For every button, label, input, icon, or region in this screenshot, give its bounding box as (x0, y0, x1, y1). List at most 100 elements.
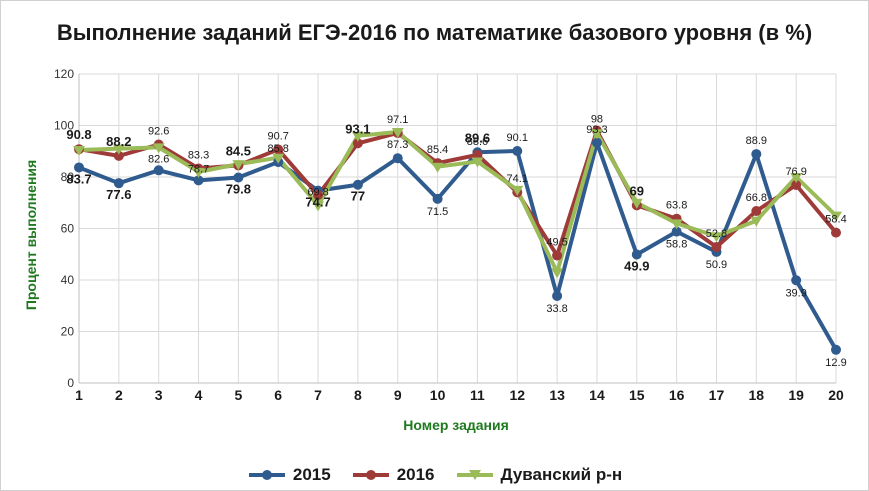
legend-label-2016: 2016 (396, 465, 435, 484)
data-label: 89.6 (465, 130, 490, 145)
legend-item-2016: 2016 (351, 465, 435, 485)
x-tick-label: 6 (274, 387, 282, 403)
series-line-0 (78, 140, 838, 351)
series-point-0 (791, 275, 802, 286)
series-point-0 (751, 149, 762, 160)
data-label: 82.6 (148, 153, 169, 165)
data-label: 74.1 (507, 173, 528, 185)
y-tick-label: 100 (54, 119, 74, 133)
series-point-2 (670, 219, 683, 230)
series-point-1 (313, 190, 324, 201)
series-point-2 (312, 201, 325, 212)
x-tick-label: 5 (234, 387, 242, 403)
data-label: 83.7 (66, 171, 91, 186)
series-point-0 (432, 193, 443, 204)
data-label: 69 (630, 183, 644, 198)
x-tick-label: 1 (75, 387, 83, 403)
data-label: 78.7 (188, 163, 209, 175)
data-label: 87.3 (387, 139, 408, 151)
x-tick-label: 2 (115, 387, 123, 403)
data-label: 88.2 (106, 134, 131, 149)
series-point-0 (591, 137, 602, 148)
series-point-0 (512, 145, 523, 156)
data-label: 58.4 (825, 214, 846, 226)
series-point-2 (830, 211, 842, 222)
x-tick-label: 12 (509, 387, 525, 403)
series-point-2 (391, 127, 404, 138)
series-point-2 (710, 232, 723, 243)
data-label: 98 (591, 114, 603, 126)
data-label: 49.9 (624, 259, 649, 274)
legend-item-duvansky: Дуванский р-н (455, 465, 623, 485)
legend-swatch-2016 (352, 470, 389, 480)
data-label: 49.5 (546, 237, 567, 249)
series-point-2 (590, 129, 603, 140)
series-point-2 (750, 216, 763, 227)
series-point-0 (193, 175, 204, 186)
data-label: 88.9 (746, 135, 767, 147)
data-label: 88.6 (467, 136, 488, 148)
x-tick-label: 8 (354, 387, 362, 403)
series-point-1 (352, 138, 363, 149)
series-point-1 (751, 205, 762, 216)
series-point-0 (552, 290, 563, 301)
series-point-2 (272, 153, 285, 164)
series-point-2 (152, 143, 165, 154)
x-tick-label: 9 (394, 387, 402, 403)
series-point-1 (273, 144, 284, 155)
x-tick-label: 7 (314, 387, 322, 403)
series-point-0 (831, 344, 841, 355)
x-tick-label: 18 (749, 387, 765, 403)
series-point-2 (471, 157, 484, 168)
x-tick-label: 17 (709, 387, 725, 403)
series-point-1 (113, 150, 124, 161)
series-point-2 (192, 167, 205, 178)
series-line-2 (78, 129, 838, 275)
data-label: 93.3 (586, 124, 607, 136)
legend-label-2015: 2015 (292, 465, 331, 484)
series-point-0 (671, 226, 682, 237)
data-label: 50.9 (706, 259, 727, 271)
data-label: 33.8 (546, 303, 567, 315)
data-label: 71.5 (427, 206, 448, 218)
data-label: 74.7 (305, 195, 330, 210)
series-point-0 (631, 249, 642, 260)
data-label: 63.8 (666, 200, 687, 212)
data-label: 90.8 (66, 127, 91, 142)
x-tick-label: 3 (155, 387, 163, 403)
data-label: 85.4 (427, 144, 448, 156)
x-tick-label: 10 (430, 387, 446, 403)
x-tick-label: 4 (195, 387, 203, 403)
x-tick-label: 16 (669, 387, 685, 403)
data-label: 92.6 (148, 126, 169, 138)
series-point-1 (711, 242, 722, 253)
legend-item-2015: 2015 (247, 465, 331, 485)
data-label: 52.8 (706, 228, 727, 240)
data-label: 90.7 (267, 130, 288, 142)
x-tick-label: 11 (470, 387, 485, 403)
series-point-2 (551, 268, 564, 279)
data-label: 58.8 (666, 239, 687, 251)
legend-label-duvansky: Дуванский р-н (500, 465, 623, 484)
data-label: 90.1 (507, 132, 528, 144)
series-point-1 (791, 179, 802, 190)
data-label: 77 (351, 189, 365, 204)
series-point-0 (352, 179, 363, 190)
y-tick-label: 60 (61, 222, 75, 236)
series-point-2 (790, 173, 803, 183)
x-tick-label: 15 (629, 387, 645, 403)
series-point-2 (351, 131, 364, 142)
data-label: 85.8 (267, 143, 288, 155)
data-label: 97.1 (387, 114, 408, 126)
x-tick-label: 19 (788, 387, 804, 403)
data-label: 84.5 (226, 143, 251, 158)
legend-swatch-2015 (248, 470, 285, 480)
y-tick-label: 40 (61, 273, 75, 287)
legend: 2015 2016 Дуванский р-н (0, 465, 869, 485)
x-tick-label: 20 (828, 387, 844, 403)
series-point-2 (232, 160, 245, 171)
series-point-1 (831, 227, 841, 238)
x-tick-label: 13 (549, 387, 565, 403)
series-point-1 (552, 250, 563, 261)
